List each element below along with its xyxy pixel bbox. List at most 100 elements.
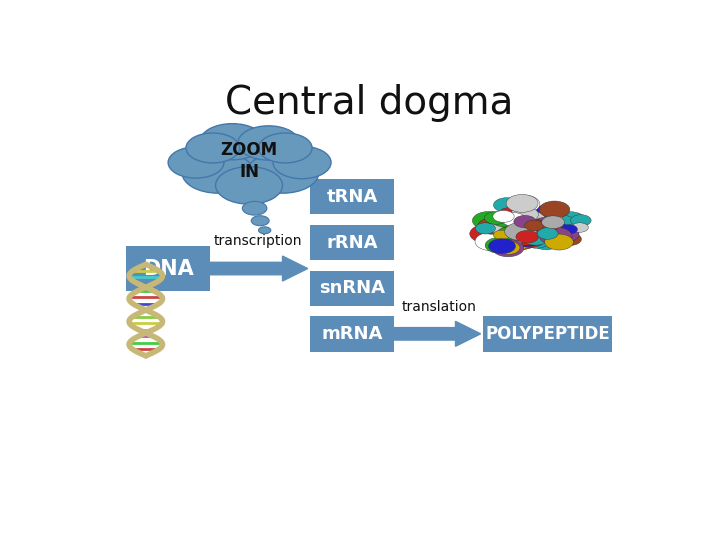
Text: tRNA: tRNA bbox=[327, 188, 378, 206]
Ellipse shape bbox=[490, 239, 516, 253]
Ellipse shape bbox=[571, 223, 588, 232]
Ellipse shape bbox=[490, 219, 519, 235]
Ellipse shape bbox=[505, 222, 537, 240]
Ellipse shape bbox=[490, 237, 507, 246]
Ellipse shape bbox=[533, 217, 558, 231]
Ellipse shape bbox=[505, 230, 526, 242]
Text: DNA: DNA bbox=[143, 259, 194, 279]
Ellipse shape bbox=[500, 217, 524, 231]
Ellipse shape bbox=[511, 228, 544, 246]
Ellipse shape bbox=[186, 133, 240, 163]
Ellipse shape bbox=[536, 221, 570, 240]
Ellipse shape bbox=[496, 227, 523, 242]
Ellipse shape bbox=[519, 227, 552, 245]
Ellipse shape bbox=[491, 222, 509, 232]
Ellipse shape bbox=[512, 214, 543, 231]
Ellipse shape bbox=[500, 223, 532, 241]
Ellipse shape bbox=[510, 207, 539, 222]
Ellipse shape bbox=[533, 206, 554, 218]
Ellipse shape bbox=[537, 228, 558, 239]
Ellipse shape bbox=[524, 216, 548, 229]
Ellipse shape bbox=[508, 195, 540, 213]
Ellipse shape bbox=[546, 211, 563, 220]
FancyBboxPatch shape bbox=[310, 225, 394, 260]
FancyArrow shape bbox=[210, 256, 307, 281]
Ellipse shape bbox=[238, 126, 300, 160]
Ellipse shape bbox=[501, 238, 518, 247]
Ellipse shape bbox=[251, 216, 269, 226]
Ellipse shape bbox=[505, 231, 528, 243]
Ellipse shape bbox=[509, 229, 528, 240]
FancyBboxPatch shape bbox=[483, 316, 612, 352]
Text: snRNA: snRNA bbox=[319, 279, 385, 298]
Ellipse shape bbox=[200, 124, 265, 160]
Ellipse shape bbox=[550, 217, 581, 234]
Ellipse shape bbox=[496, 211, 527, 229]
Ellipse shape bbox=[493, 211, 521, 227]
Ellipse shape bbox=[477, 218, 507, 234]
Ellipse shape bbox=[500, 208, 518, 218]
Ellipse shape bbox=[513, 231, 538, 245]
Ellipse shape bbox=[487, 226, 506, 237]
Ellipse shape bbox=[518, 219, 548, 236]
Ellipse shape bbox=[525, 223, 550, 237]
Ellipse shape bbox=[516, 231, 539, 243]
FancyBboxPatch shape bbox=[310, 271, 394, 306]
Ellipse shape bbox=[508, 215, 536, 230]
Ellipse shape bbox=[521, 227, 542, 240]
Ellipse shape bbox=[543, 225, 570, 240]
Ellipse shape bbox=[503, 222, 536, 240]
Ellipse shape bbox=[539, 201, 570, 218]
FancyBboxPatch shape bbox=[126, 246, 210, 292]
Ellipse shape bbox=[514, 215, 536, 228]
Ellipse shape bbox=[487, 213, 506, 224]
Ellipse shape bbox=[182, 153, 255, 193]
Ellipse shape bbox=[496, 241, 520, 254]
Ellipse shape bbox=[492, 239, 523, 257]
Ellipse shape bbox=[570, 215, 591, 226]
FancyBboxPatch shape bbox=[310, 316, 394, 352]
Ellipse shape bbox=[495, 217, 523, 233]
Ellipse shape bbox=[243, 201, 267, 215]
Text: translation: translation bbox=[401, 300, 476, 314]
Ellipse shape bbox=[559, 233, 582, 246]
Ellipse shape bbox=[514, 236, 533, 246]
Ellipse shape bbox=[516, 233, 539, 247]
Ellipse shape bbox=[215, 167, 282, 204]
Ellipse shape bbox=[199, 137, 300, 193]
Ellipse shape bbox=[500, 219, 531, 236]
Ellipse shape bbox=[508, 214, 535, 230]
Ellipse shape bbox=[541, 221, 574, 240]
Ellipse shape bbox=[482, 230, 505, 243]
Ellipse shape bbox=[505, 233, 534, 249]
Ellipse shape bbox=[485, 238, 513, 253]
Ellipse shape bbox=[554, 226, 579, 240]
Ellipse shape bbox=[493, 211, 514, 222]
Ellipse shape bbox=[523, 234, 549, 248]
Ellipse shape bbox=[518, 227, 536, 238]
Ellipse shape bbox=[487, 226, 514, 241]
Ellipse shape bbox=[528, 222, 552, 235]
Text: ZOOM
IN: ZOOM IN bbox=[220, 141, 278, 181]
Ellipse shape bbox=[532, 218, 556, 232]
Ellipse shape bbox=[258, 133, 312, 163]
Ellipse shape bbox=[533, 235, 559, 250]
Ellipse shape bbox=[493, 240, 511, 250]
Ellipse shape bbox=[168, 147, 224, 178]
Ellipse shape bbox=[504, 224, 534, 240]
Ellipse shape bbox=[472, 212, 505, 230]
Ellipse shape bbox=[495, 214, 514, 225]
FancyArrow shape bbox=[394, 321, 481, 346]
Ellipse shape bbox=[495, 242, 518, 255]
Ellipse shape bbox=[492, 232, 511, 243]
Ellipse shape bbox=[485, 212, 508, 224]
Text: mRNA: mRNA bbox=[322, 325, 383, 343]
Ellipse shape bbox=[469, 225, 503, 243]
Ellipse shape bbox=[493, 233, 521, 248]
Text: transcription: transcription bbox=[213, 234, 302, 248]
Ellipse shape bbox=[523, 216, 544, 228]
FancyBboxPatch shape bbox=[310, 179, 394, 214]
Ellipse shape bbox=[506, 194, 538, 212]
Ellipse shape bbox=[545, 234, 573, 250]
Ellipse shape bbox=[504, 222, 523, 232]
